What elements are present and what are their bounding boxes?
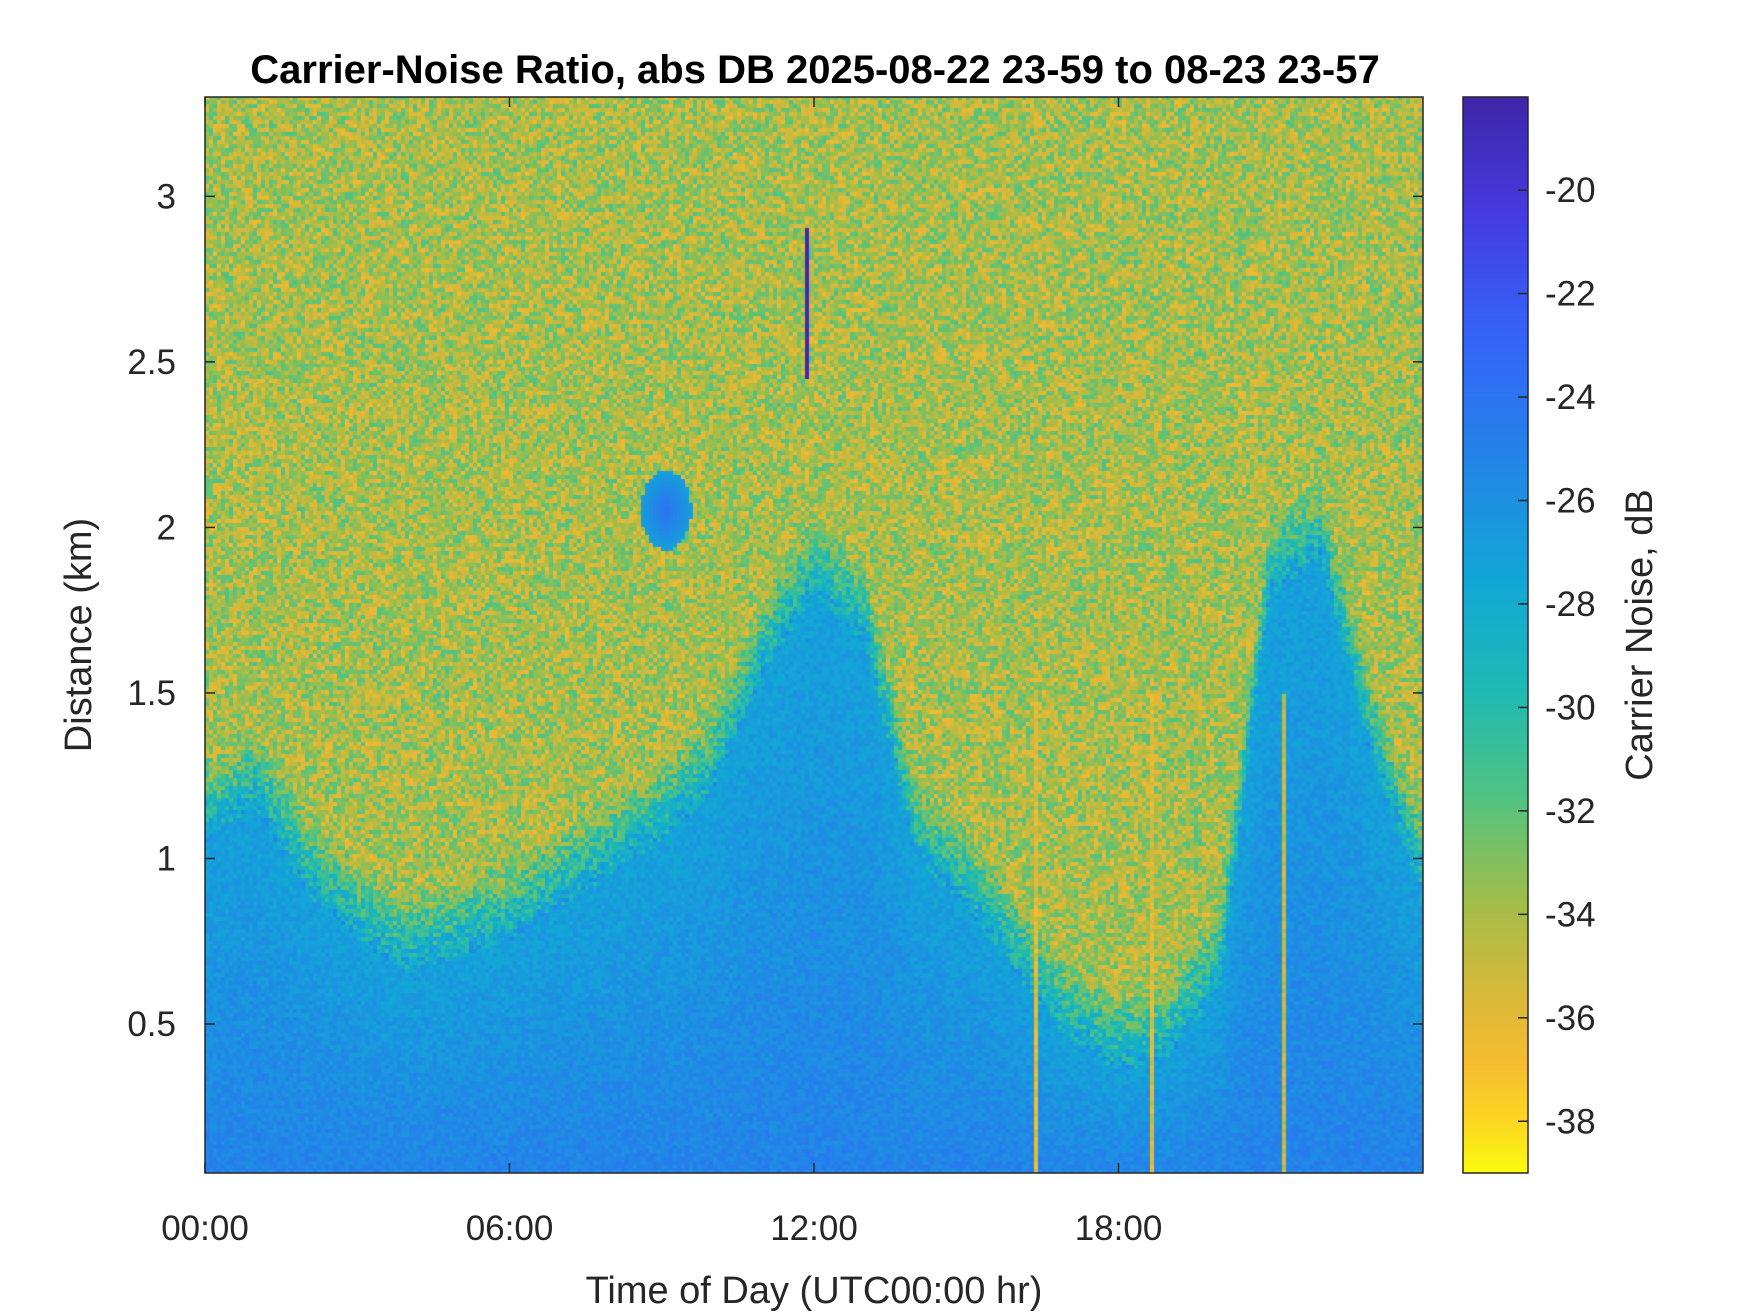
x-tick-label: 00:00 <box>161 1209 249 1248</box>
y-axis: 0.5 1 1.5 2 2.5 3 <box>127 177 1423 1044</box>
y-tick-label: 2.5 <box>127 343 176 382</box>
x-axis: 00:00 06:00 12:00 18:00 <box>161 97 1162 1248</box>
x-axis-label: Time of Day (UTC00:00 hr) <box>586 1270 1043 1312</box>
x-tick-label: 12:00 <box>770 1209 858 1248</box>
y-tick-label: 1 <box>157 839 176 878</box>
heatmap-canvas <box>205 97 1423 1173</box>
y-tick-label: 2 <box>157 508 176 547</box>
colorbar-tick-label: -24 <box>1545 378 1596 417</box>
y-axis-label: Distance (km) <box>58 518 100 752</box>
y-tick-label: 0.5 <box>127 1005 176 1044</box>
colorbar: -20 -22 -24 -26 -28 -30 -32 -34 -36 -38 Carrier N… <box>1462 96 1661 1174</box>
colorbar-tick-label: -30 <box>1545 688 1596 727</box>
chart-title: Carrier-Noise Ratio, abs DB 2025-08-22 2… <box>250 48 1379 92</box>
colorbar-tick-label: -26 <box>1545 482 1596 521</box>
colorbar-tick-label: -36 <box>1545 999 1596 1038</box>
colorbar-tick-label: -38 <box>1545 1102 1596 1141</box>
x-tick-label: 18:00 <box>1075 1209 1163 1248</box>
colorbar-tick-label: -28 <box>1545 585 1596 624</box>
colorbar-tick-label: -20 <box>1545 171 1596 210</box>
heatmap-plot-area <box>204 96 1424 1174</box>
colorbar-tick-label: -32 <box>1545 792 1596 831</box>
y-tick-label: 3 <box>157 177 176 216</box>
colorbar-label: Carrier Noise, dB <box>1619 489 1661 780</box>
colorbar-tick-label: -22 <box>1545 275 1596 314</box>
colorbar-tick-label: -34 <box>1545 895 1596 934</box>
colorbar-ticks: -20 -22 -24 -26 -28 -30 -32 -34 -36 -38 <box>1518 171 1596 1141</box>
y-tick-label: 1.5 <box>127 674 176 713</box>
x-tick-label: 06:00 <box>466 1209 554 1248</box>
colorbar-gradient <box>1462 96 1529 1174</box>
